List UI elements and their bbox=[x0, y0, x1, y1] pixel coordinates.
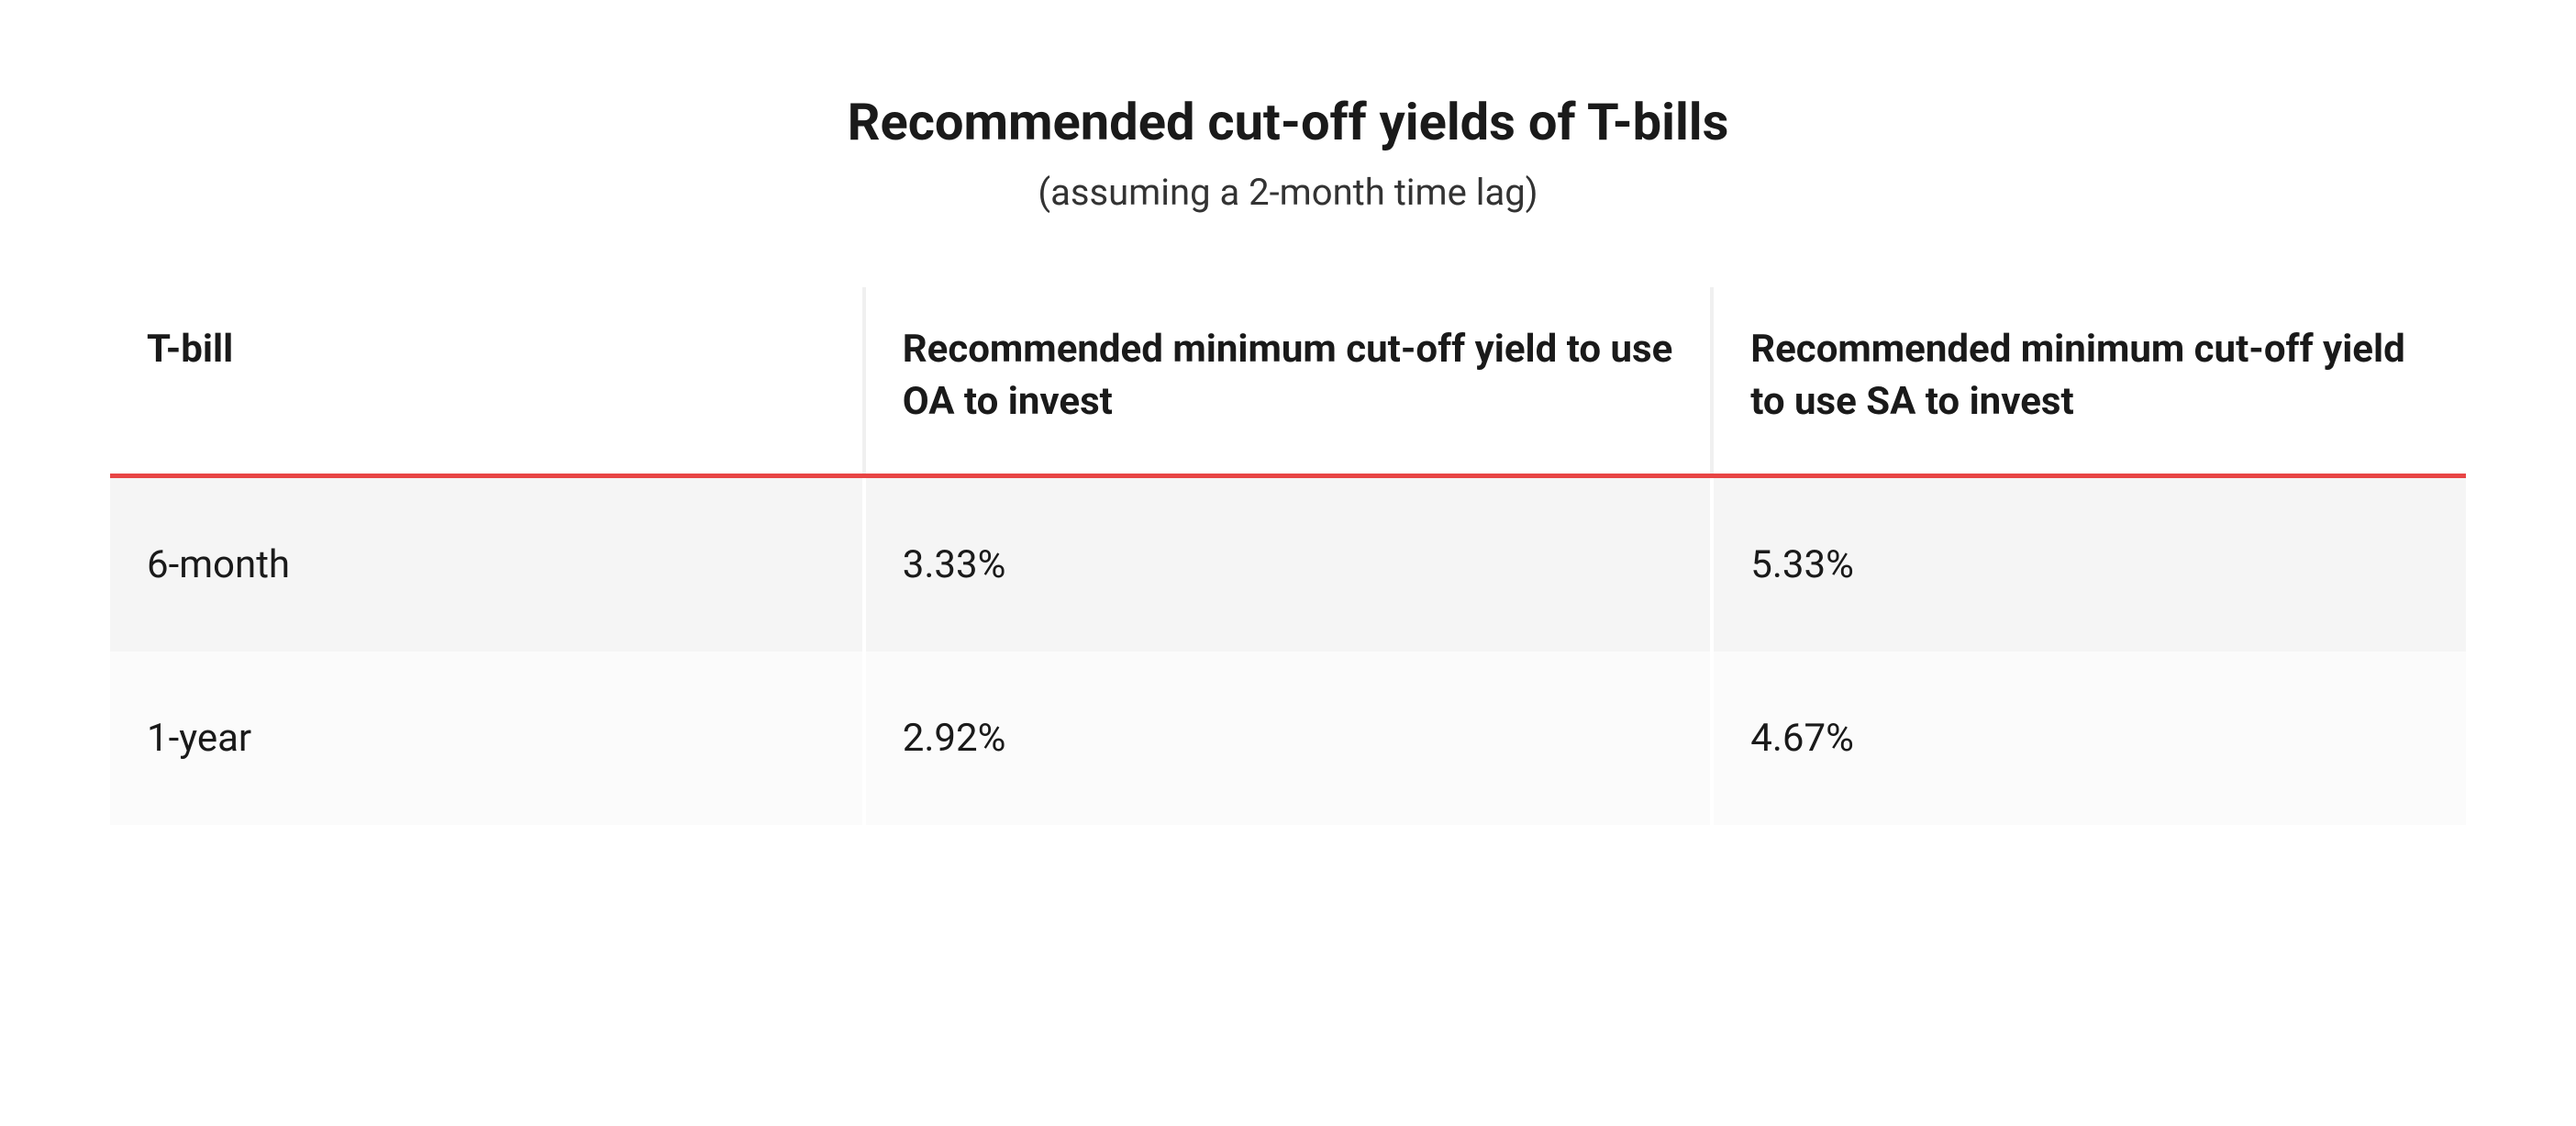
cell-sa: 4.67% bbox=[1712, 652, 2466, 825]
table-header-row: T-bill Recommended minimum cut-off yield… bbox=[110, 287, 2466, 476]
column-header-tbill: T-bill bbox=[110, 287, 864, 476]
table-container: Recommended cut-off yields of T-bills (a… bbox=[110, 92, 2466, 825]
cell-tbill: 1-year bbox=[110, 652, 864, 825]
page-title: Recommended cut-off yields of T-bills bbox=[110, 92, 2466, 152]
cell-tbill: 6-month bbox=[110, 476, 864, 652]
cell-sa: 5.33% bbox=[1712, 476, 2466, 652]
column-header-oa: Recommended minimum cut-off yield to use… bbox=[864, 287, 1712, 476]
cell-oa: 3.33% bbox=[864, 476, 1712, 652]
table-row: 6-month 3.33% 5.33% bbox=[110, 476, 2466, 652]
page-subtitle: (assuming a 2-month time lag) bbox=[110, 171, 2466, 214]
yields-table: T-bill Recommended minimum cut-off yield… bbox=[110, 287, 2466, 825]
cell-oa: 2.92% bbox=[864, 652, 1712, 825]
table-row: 1-year 2.92% 4.67% bbox=[110, 652, 2466, 825]
column-header-sa: Recommended minimum cut-off yield to use… bbox=[1712, 287, 2466, 476]
